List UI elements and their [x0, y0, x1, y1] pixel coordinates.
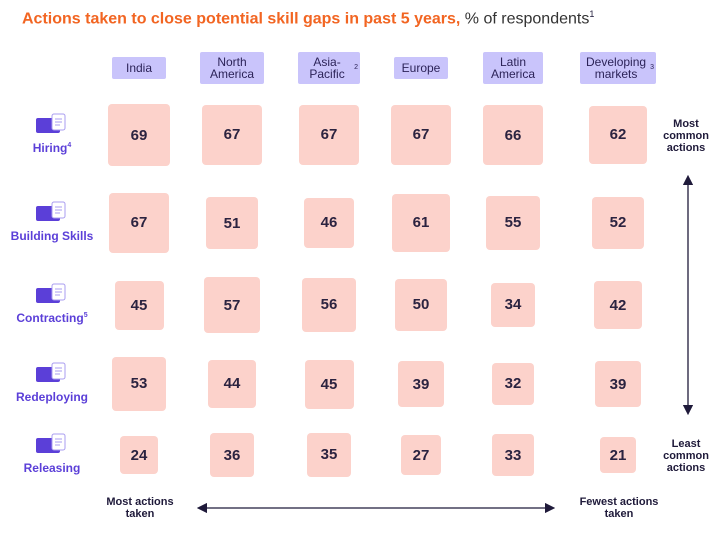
fewest-actions-label: Fewest actions taken: [579, 496, 659, 520]
column-header-note: 2: [354, 64, 358, 71]
row-header-label: Building Skills: [10, 229, 94, 243]
heatmap-cell: 36: [209, 432, 255, 478]
column-header-label: Europe: [401, 61, 441, 75]
hiring-icon: [36, 113, 66, 133]
heatmap-cell: 34: [491, 283, 535, 327]
column-header-4: Latin America: [483, 52, 543, 84]
heatmap-cell: 61: [392, 194, 450, 252]
heatmap-cell: 67: [108, 192, 170, 254]
heatmap-cell: 46: [304, 198, 354, 248]
heatmap-cell: 67: [390, 104, 452, 166]
column-header-label: North America: [209, 55, 254, 81]
heatmap-cell: 39: [398, 361, 444, 407]
heatmap-cell: 51: [205, 196, 259, 250]
heatmap-cell: 66: [482, 104, 544, 166]
column-header-note: 3: [650, 64, 654, 71]
row-header-3: Redeploying: [4, 362, 100, 404]
column-header-2: Asia-Pacific 2: [298, 52, 360, 84]
heatmap-cell: 21: [600, 437, 636, 473]
column-header-1: North America: [200, 52, 264, 84]
heatmap-cell: 24: [120, 436, 158, 474]
column-header-label: India: [125, 61, 153, 75]
heatmap-cell: 45: [304, 359, 354, 409]
heatmap-cell: 33: [491, 433, 535, 477]
heatmap-cell: 53: [112, 357, 166, 411]
row-header-label: Contracting: [16, 311, 84, 325]
heatmap-cell: 27: [401, 435, 441, 475]
heatmap-cell: 55: [485, 195, 541, 251]
heatmap-cell: 69: [108, 104, 170, 166]
heatmap-cell: 42: [594, 281, 642, 329]
chart-title: Actions taken to close potential skill g…: [22, 9, 594, 28]
heatmap-cell: 39: [595, 361, 641, 407]
building-skills-icon: [36, 201, 66, 221]
heatmap-cell: 44: [207, 359, 257, 409]
heatmap-cell: 56: [301, 277, 357, 333]
row-header-label: Releasing: [23, 461, 81, 475]
least-common-label: Least common actions: [663, 438, 709, 474]
most-actions-label: Most actions taken: [106, 496, 174, 520]
row-header-2: Contracting5: [4, 283, 100, 325]
column-header-label: Developing markets: [586, 55, 647, 81]
row-header-note: 4: [67, 142, 72, 149]
heatmap-cell: 32: [492, 363, 534, 405]
heatmap-cell: 67: [298, 104, 360, 166]
row-header-label: Redeploying: [15, 390, 88, 404]
heatmap-cell: 57: [204, 277, 260, 333]
column-header-3: Europe: [394, 57, 448, 79]
title-main: Actions taken to close potential skill g…: [22, 10, 461, 28]
most-common-label: Most common actions: [663, 118, 709, 154]
heatmap-cell: 67: [201, 104, 263, 166]
title-unit: % of respondents: [460, 10, 590, 28]
redeploying-icon: [36, 362, 66, 382]
heatmap-cell: 62: [588, 105, 648, 165]
releasing-icon: [36, 433, 66, 453]
row-header-0: Hiring4: [4, 113, 100, 155]
row-header-label: Hiring: [32, 141, 68, 155]
heatmap-cell: 45: [114, 280, 164, 330]
row-header-4: Releasing: [4, 433, 100, 475]
column-header-label: Asia-Pacific: [309, 55, 345, 81]
heatmap-cell: 50: [395, 279, 447, 331]
column-header-label: Latin America: [490, 55, 535, 81]
row-header-note: 5: [83, 312, 88, 319]
title-footnote: 1: [589, 9, 595, 19]
row-header-1: Building Skills: [4, 201, 100, 243]
contracting-icon: [36, 283, 66, 303]
column-header-0: India: [112, 57, 166, 79]
heatmap-cell: 35: [307, 433, 351, 477]
heatmap-cell: 52: [591, 196, 645, 250]
column-header-5: Developing markets 3: [580, 52, 656, 84]
